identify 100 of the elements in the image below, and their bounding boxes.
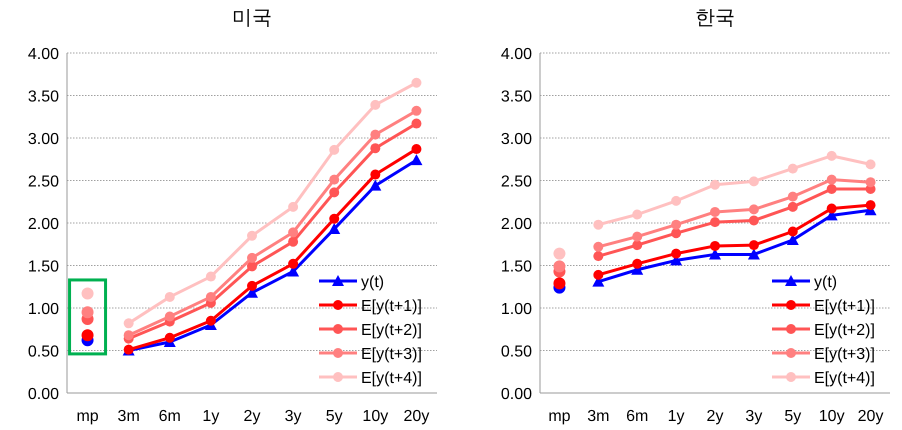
x-tick-label: 10y	[362, 408, 388, 425]
point	[164, 312, 175, 322]
point	[164, 292, 175, 302]
chart-title: 한국	[695, 7, 735, 29]
point	[411, 106, 422, 116]
x-tick-label: 6m	[626, 408, 648, 425]
y-tick-label: 1.50	[28, 258, 60, 276]
point	[632, 258, 642, 269]
point	[788, 192, 798, 202]
x-tick-label: 5y	[326, 408, 343, 425]
y-tick-label: 4.00	[500, 46, 532, 63]
point	[370, 130, 380, 140]
point	[710, 206, 720, 217]
chart-title: 미국	[232, 7, 272, 29]
legend-label: E[y(t+3)]	[361, 346, 422, 363]
x-tick-label: 20y	[858, 408, 884, 425]
point	[632, 232, 642, 242]
legend-label: E[y(t+4)]	[814, 370, 875, 387]
point	[671, 220, 682, 230]
y-tick-label: 2.50	[500, 174, 532, 190]
y-tick-label: 3.00	[500, 131, 532, 148]
legend-label: E[y(t+4)]	[361, 370, 422, 387]
point	[788, 164, 798, 174]
point	[748, 204, 759, 214]
point	[288, 202, 298, 212]
point	[553, 260, 566, 272]
point	[124, 318, 134, 328]
point	[671, 196, 682, 206]
point	[826, 184, 837, 194]
y-tick-label: 3.50	[28, 88, 60, 106]
point	[748, 240, 759, 250]
point	[329, 187, 340, 198]
point	[82, 329, 94, 342]
point	[206, 316, 216, 326]
point	[288, 236, 298, 247]
point	[710, 217, 720, 228]
point	[866, 177, 876, 188]
point	[329, 144, 340, 155]
x-tick-label: 5y	[784, 408, 802, 425]
point	[593, 220, 604, 230]
y-tick-label: 1.00	[500, 301, 532, 318]
point	[410, 154, 422, 166]
x-tick-label: 10y	[818, 408, 845, 425]
point	[247, 252, 257, 263]
x-tick-label: 3y	[745, 408, 762, 425]
point	[788, 202, 798, 212]
point	[369, 180, 382, 191]
legend-label: E[y(t+1)]	[361, 298, 422, 315]
x-tick-label: 1y	[202, 408, 220, 425]
y-tick-label: 4.00	[28, 46, 60, 63]
legend-label: y(t)	[361, 274, 384, 291]
point	[826, 174, 837, 185]
point	[124, 330, 134, 340]
point	[748, 176, 759, 186]
point	[632, 210, 642, 220]
point	[748, 215, 759, 226]
x-tick-label: 3m	[118, 408, 140, 425]
point	[826, 204, 837, 214]
point	[288, 227, 298, 238]
x-tick-label: 20y	[404, 408, 430, 425]
point	[82, 288, 94, 300]
point	[411, 144, 422, 154]
point	[247, 230, 257, 241]
point	[164, 332, 175, 343]
x-tick-label: mp	[548, 408, 571, 425]
y-tick-label: 1.50	[500, 258, 532, 276]
x-tick-label: 6m	[158, 408, 181, 425]
y-tick-label: 3.50	[500, 88, 532, 106]
legend-label: y(t)	[814, 274, 838, 291]
x-tick-label: mp	[76, 408, 99, 425]
point	[788, 226, 798, 236]
point	[866, 159, 876, 170]
point	[593, 242, 604, 252]
legend-label: E[y(t+2)]	[814, 322, 875, 339]
point	[370, 100, 380, 110]
point	[247, 261, 257, 272]
x-tick-label: 3y	[284, 408, 302, 425]
point	[866, 200, 876, 210]
point	[593, 251, 604, 262]
point	[411, 78, 422, 88]
y-tick-label: 0.50	[500, 344, 532, 360]
point	[411, 118, 422, 129]
point	[593, 270, 604, 280]
point	[671, 248, 682, 259]
point	[82, 306, 94, 318]
legend-label: E[y(t+1)]	[814, 298, 875, 315]
y-tick-label: 0.00	[500, 386, 532, 403]
y-tick-label: 1.00	[28, 301, 60, 318]
point	[288, 258, 298, 269]
x-tick-label: 2y	[244, 408, 260, 425]
x-tick-label: 2y	[706, 408, 724, 425]
y-tick-label: 0.00	[28, 386, 60, 403]
point	[632, 240, 642, 250]
y-tick-label: 2.00	[28, 216, 60, 233]
point	[710, 240, 720, 251]
point	[671, 228, 682, 238]
point	[328, 222, 340, 234]
y-tick-label: 2.50	[28, 174, 60, 190]
point	[247, 280, 257, 291]
point	[206, 292, 216, 302]
